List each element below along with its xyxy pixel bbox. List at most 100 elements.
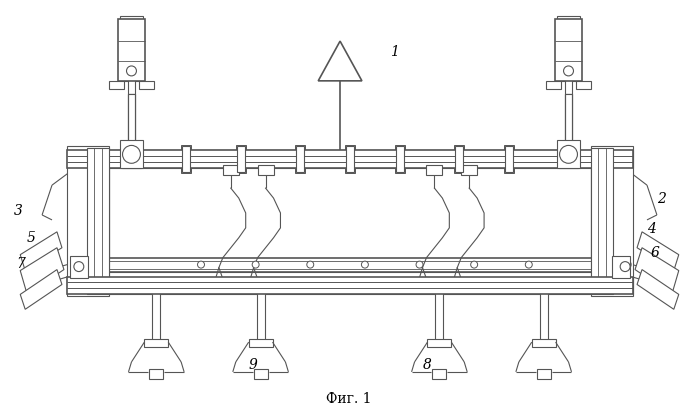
Bar <box>67 150 633 168</box>
Bar <box>455 146 463 172</box>
Bar <box>236 145 246 173</box>
Circle shape <box>252 261 259 268</box>
Bar <box>532 339 556 347</box>
Circle shape <box>416 261 423 268</box>
Bar <box>346 146 354 172</box>
Circle shape <box>620 261 630 272</box>
Bar <box>258 165 273 175</box>
Circle shape <box>127 66 136 76</box>
Bar <box>257 278 265 342</box>
Bar <box>127 94 136 153</box>
Circle shape <box>198 261 205 268</box>
Bar <box>237 146 245 172</box>
Circle shape <box>563 66 573 76</box>
Bar <box>565 94 572 153</box>
Text: 8: 8 <box>422 358 431 372</box>
Bar <box>127 94 136 163</box>
Bar <box>461 165 477 175</box>
Polygon shape <box>20 232 62 271</box>
Bar <box>591 148 613 294</box>
Text: 6: 6 <box>651 246 660 260</box>
Bar <box>67 150 633 168</box>
Text: 2: 2 <box>657 192 665 206</box>
Bar <box>537 369 551 379</box>
Bar <box>120 16 143 81</box>
Bar <box>67 277 633 294</box>
Bar <box>540 278 547 342</box>
Bar <box>67 146 108 297</box>
Circle shape <box>74 261 84 272</box>
Bar <box>591 148 613 294</box>
Bar <box>612 256 630 278</box>
Bar <box>85 261 615 268</box>
Polygon shape <box>20 248 64 294</box>
Polygon shape <box>637 232 679 271</box>
Text: Фиг. 1: Фиг. 1 <box>326 392 372 406</box>
Bar <box>426 165 442 175</box>
Bar <box>249 339 273 347</box>
Bar <box>182 146 190 172</box>
Circle shape <box>75 260 85 270</box>
Bar <box>296 146 304 172</box>
Bar <box>565 94 572 163</box>
Bar <box>72 255 88 275</box>
Bar <box>395 145 405 173</box>
Circle shape <box>560 145 577 163</box>
Text: 3: 3 <box>14 204 23 218</box>
Circle shape <box>561 147 577 163</box>
Bar <box>428 339 452 347</box>
Bar <box>546 81 561 89</box>
Text: 1: 1 <box>390 45 398 59</box>
Circle shape <box>122 145 140 163</box>
Circle shape <box>470 261 477 268</box>
Bar <box>345 145 355 173</box>
Bar <box>396 146 403 172</box>
Bar <box>87 148 108 294</box>
Bar <box>454 145 464 173</box>
Bar <box>591 146 633 297</box>
Polygon shape <box>637 270 679 309</box>
Bar <box>612 255 628 275</box>
Bar <box>504 145 514 173</box>
Bar <box>577 81 591 89</box>
Bar <box>67 277 633 294</box>
Bar <box>145 339 168 347</box>
Bar <box>82 272 618 280</box>
Text: 9: 9 <box>249 358 257 372</box>
Bar <box>70 256 88 278</box>
Circle shape <box>621 260 631 270</box>
Bar <box>556 140 580 168</box>
Bar <box>139 81 154 89</box>
Bar <box>87 148 108 294</box>
Polygon shape <box>20 270 62 309</box>
Circle shape <box>361 261 368 268</box>
Bar <box>435 278 443 342</box>
Bar <box>127 79 136 94</box>
Circle shape <box>124 147 139 163</box>
Circle shape <box>307 261 314 268</box>
Bar <box>122 19 140 78</box>
Bar <box>82 258 618 272</box>
Bar <box>150 369 164 379</box>
Text: 7: 7 <box>16 256 25 271</box>
Bar <box>505 146 513 172</box>
Bar <box>554 19 582 81</box>
Bar <box>108 81 124 89</box>
Bar <box>556 16 580 81</box>
Bar <box>560 19 577 78</box>
Polygon shape <box>635 248 679 294</box>
Bar <box>433 369 447 379</box>
Bar <box>120 140 143 168</box>
Text: 5: 5 <box>26 231 35 245</box>
Bar <box>565 79 572 94</box>
Bar <box>559 142 579 168</box>
Polygon shape <box>318 41 362 81</box>
Bar <box>122 142 141 168</box>
Bar <box>254 369 268 379</box>
Circle shape <box>526 261 532 268</box>
Bar <box>152 278 160 342</box>
Bar <box>181 145 191 173</box>
Text: 4: 4 <box>647 222 656 236</box>
Bar <box>296 145 305 173</box>
Bar <box>223 165 239 175</box>
